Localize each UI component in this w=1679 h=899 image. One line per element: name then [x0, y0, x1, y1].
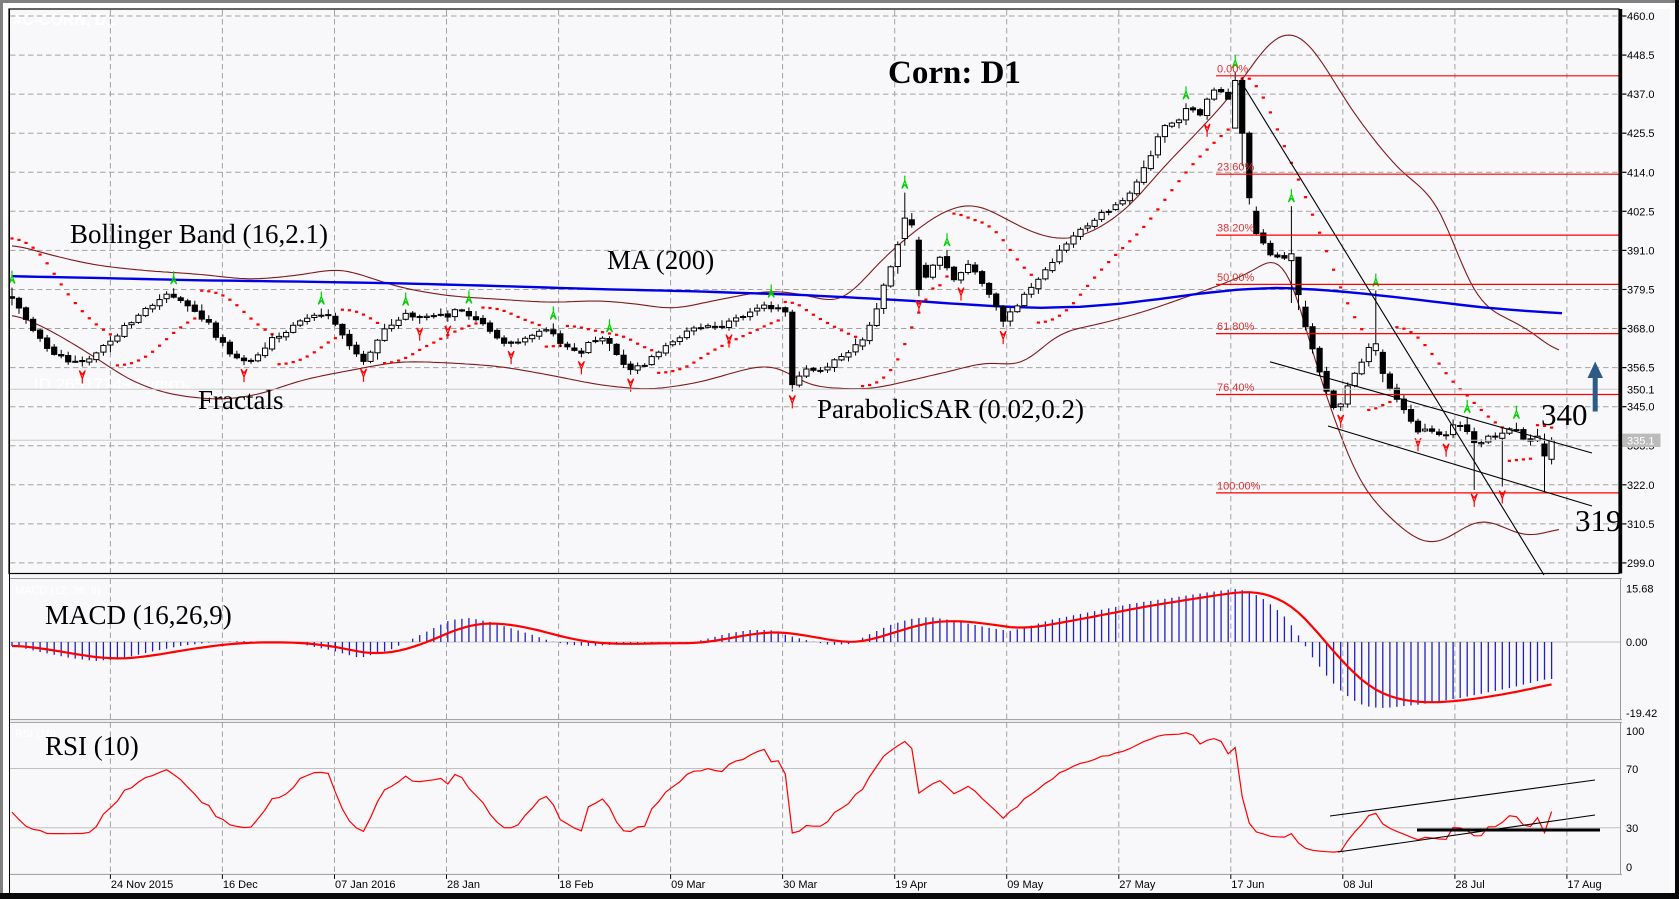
- svg-text:38.20%: 38.20%: [1217, 223, 1255, 235]
- svg-text:RSI (10): RSI (10): [15, 728, 56, 740]
- svg-text:322.0: 322.0: [1627, 480, 1655, 492]
- svg-text:09 May: 09 May: [1007, 879, 1044, 891]
- svg-text:76.40%: 76.40%: [1217, 382, 1255, 394]
- svg-text:ParabolicSAR (0.02,0.2): ParabolicSAR (0.02,0.2): [817, 394, 1084, 424]
- svg-text:299.0: 299.0: [1627, 558, 1655, 570]
- svg-text:437.0: 437.0: [1627, 89, 1655, 101]
- svg-text:28 Jul: 28 Jul: [1455, 879, 1484, 891]
- svg-text:08 Jul: 08 Jul: [1343, 879, 1372, 891]
- svg-text:402.5: 402.5: [1627, 206, 1655, 218]
- svg-text:310.5: 310.5: [1627, 519, 1655, 531]
- svg-text:50.00%: 50.00%: [1217, 272, 1255, 284]
- svg-text:30 Mar: 30 Mar: [783, 879, 818, 891]
- svg-text:335.1: 335.1: [1627, 435, 1655, 447]
- svg-text:19 Apr: 19 Apr: [895, 879, 927, 891]
- svg-text:345.0: 345.0: [1627, 402, 1655, 414]
- svg-text:319: 319: [1575, 503, 1622, 538]
- svg-text:340: 340: [1541, 397, 1588, 432]
- svg-text:-19.42: -19.42: [1626, 708, 1657, 720]
- svg-text:100: 100: [1626, 726, 1644, 738]
- svg-text:18 Feb: 18 Feb: [559, 879, 593, 891]
- svg-text:70: 70: [1626, 764, 1638, 776]
- svg-text:391.0: 391.0: [1627, 245, 1655, 257]
- svg-text:MA (200): MA (200): [607, 245, 714, 275]
- svg-text:17 Aug: 17 Aug: [1567, 879, 1601, 891]
- svg-text:368.0: 368.0: [1627, 324, 1655, 336]
- svg-text:RSI (10): RSI (10): [45, 731, 139, 761]
- svg-text:0.00%: 0.00%: [1217, 63, 1248, 75]
- svg-text:23.60%: 23.60%: [1217, 162, 1255, 174]
- svg-text:448.5: 448.5: [1627, 50, 1655, 62]
- svg-text:24 Nov 2015: 24 Nov 2015: [111, 879, 173, 891]
- svg-text:#C-CORN, D1: #C-CORN, D1: [13, 12, 115, 29]
- svg-text:100.00%: 100.00%: [1217, 480, 1261, 492]
- svg-text:07 Jan 2016: 07 Jan 2016: [335, 879, 396, 891]
- svg-text:Bollinger Band (16,2.1): Bollinger Band (16,2.1): [70, 219, 328, 249]
- svg-text:MACD (16,26,9): MACD (16,26,9): [45, 600, 232, 630]
- svg-text:ID 26517749 Купить: ID 26517749 Купить: [34, 375, 190, 394]
- svg-text:414.0: 414.0: [1627, 167, 1655, 179]
- svg-text:Fractals: Fractals: [198, 385, 283, 415]
- svg-text:0.00: 0.00: [1626, 637, 1647, 649]
- svg-text:15.68: 15.68: [1626, 584, 1654, 596]
- svg-text:MACD (12, 26, 9): MACD (12, 26, 9): [15, 585, 101, 597]
- svg-text:Corn: D1: Corn: D1: [888, 55, 1021, 91]
- svg-text:0: 0: [1626, 862, 1632, 874]
- svg-text:17 Jun: 17 Jun: [1231, 879, 1264, 891]
- svg-text:425.5: 425.5: [1627, 128, 1655, 140]
- svg-text:09 Mar: 09 Mar: [671, 879, 706, 891]
- svg-text:356.5: 356.5: [1627, 363, 1655, 375]
- svg-text:379.5: 379.5: [1627, 285, 1655, 297]
- svg-text:30: 30: [1626, 823, 1638, 835]
- svg-text:61.80%: 61.80%: [1217, 321, 1255, 333]
- svg-text:27 May: 27 May: [1119, 879, 1156, 891]
- svg-text:460.0: 460.0: [1627, 11, 1655, 23]
- svg-text:350.1: 350.1: [1627, 384, 1655, 396]
- svg-text:28 Jan: 28 Jan: [447, 879, 480, 891]
- svg-text:16 Dec: 16 Dec: [223, 879, 258, 891]
